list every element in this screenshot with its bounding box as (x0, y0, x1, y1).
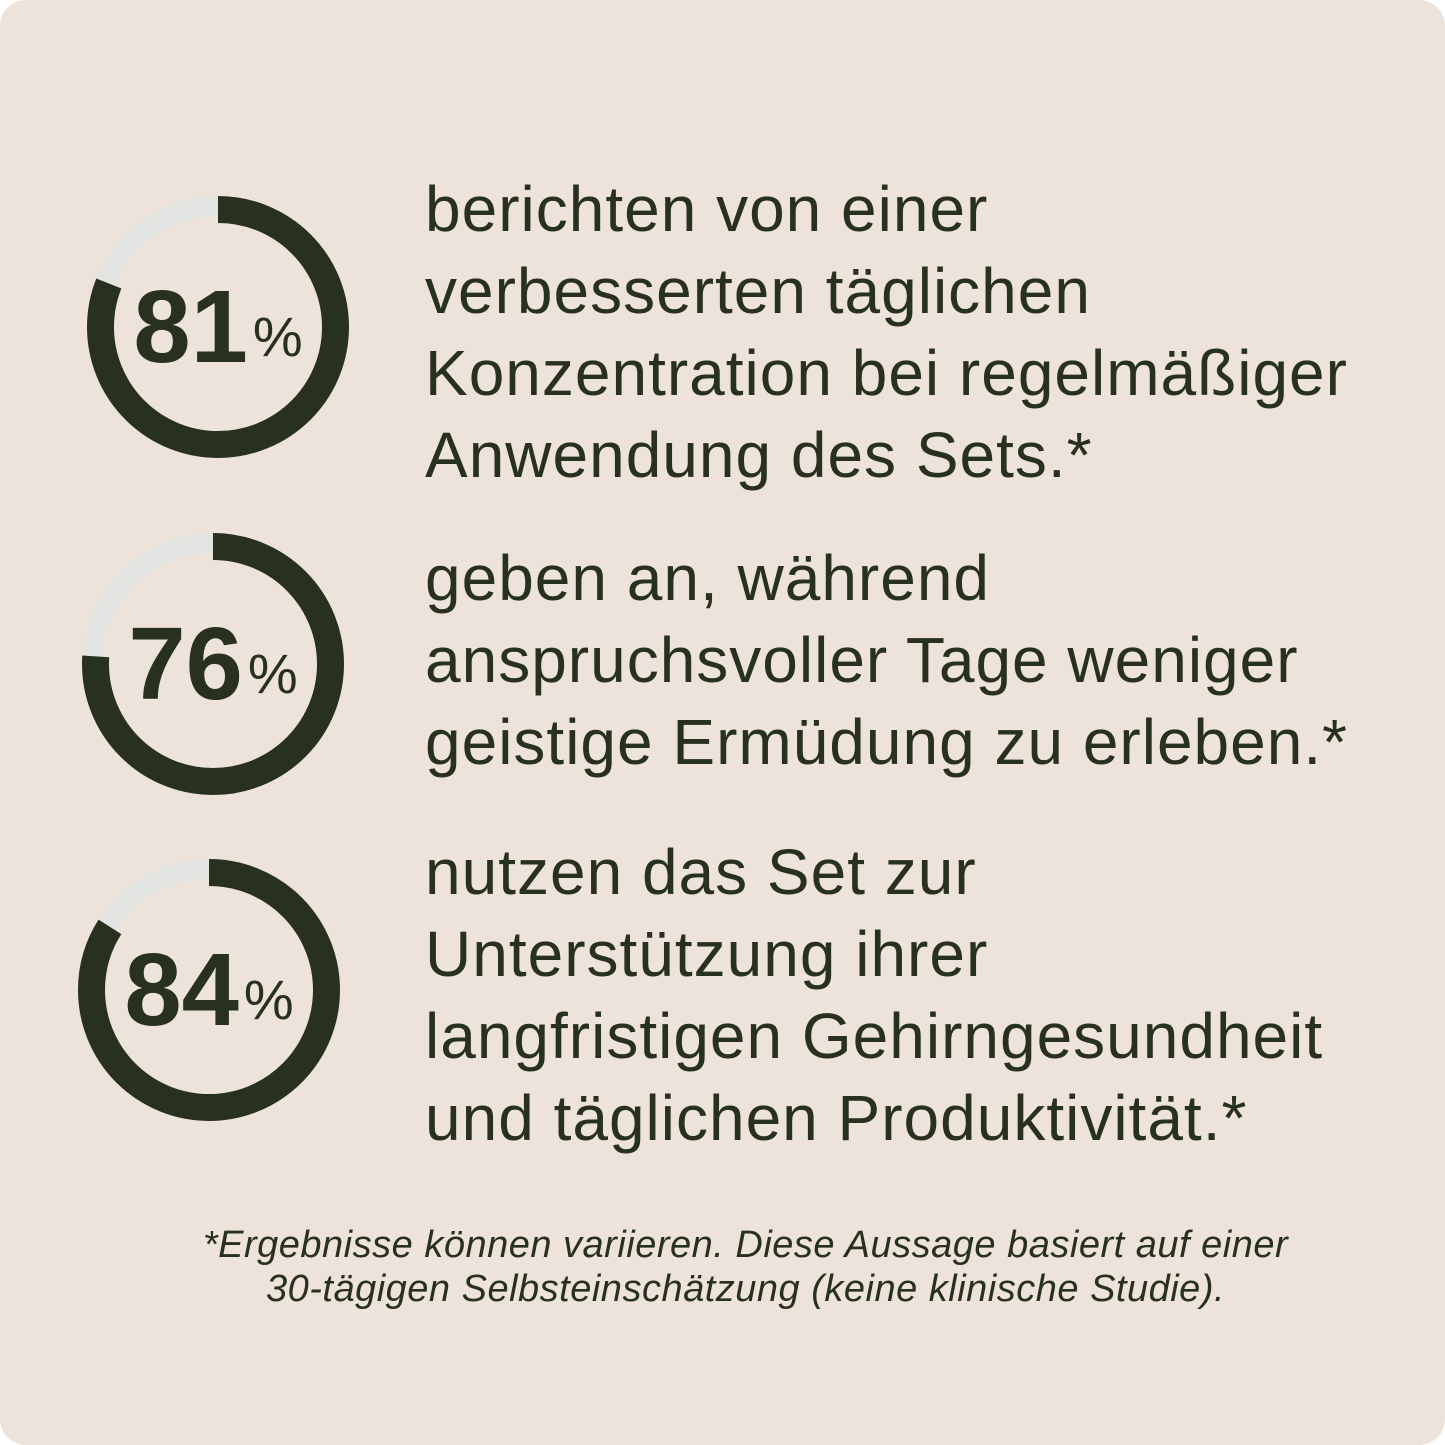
progress-ring-svg (78, 859, 340, 1121)
percent-sign: % (247, 641, 298, 705)
stat-value-number: 84 (124, 932, 239, 1047)
stat-value-number: 76 (128, 606, 243, 721)
stat-value-2: 76% (78, 529, 348, 799)
stat-value-number: 81 (133, 269, 248, 384)
ring-progress (87, 196, 349, 458)
percent-sign: % (252, 304, 303, 368)
ring-progress (82, 533, 344, 795)
stat-value-1: 81% (83, 192, 353, 462)
stat-description-2: geben an, während anspruchsvoller Tage w… (425, 542, 1348, 778)
stat-description-3: nutzen das Set zur Unterstützung ihrer l… (425, 836, 1324, 1154)
percent-sign: % (243, 967, 294, 1031)
progress-ring-svg (87, 196, 349, 458)
footnote: *Ergebnisse können variieren. Diese Auss… (202, 1224, 1289, 1310)
donut-chart-3: 84% (74, 855, 344, 1125)
stat-value-3: 84% (74, 855, 344, 1125)
donut-chart-2: 76% (78, 529, 348, 799)
donut-chart-1: 81% (83, 192, 353, 462)
progress-ring-svg (82, 533, 344, 795)
stat-description-1: berichten von einer verbesserten täglich… (425, 173, 1348, 491)
ring-progress (78, 859, 340, 1121)
